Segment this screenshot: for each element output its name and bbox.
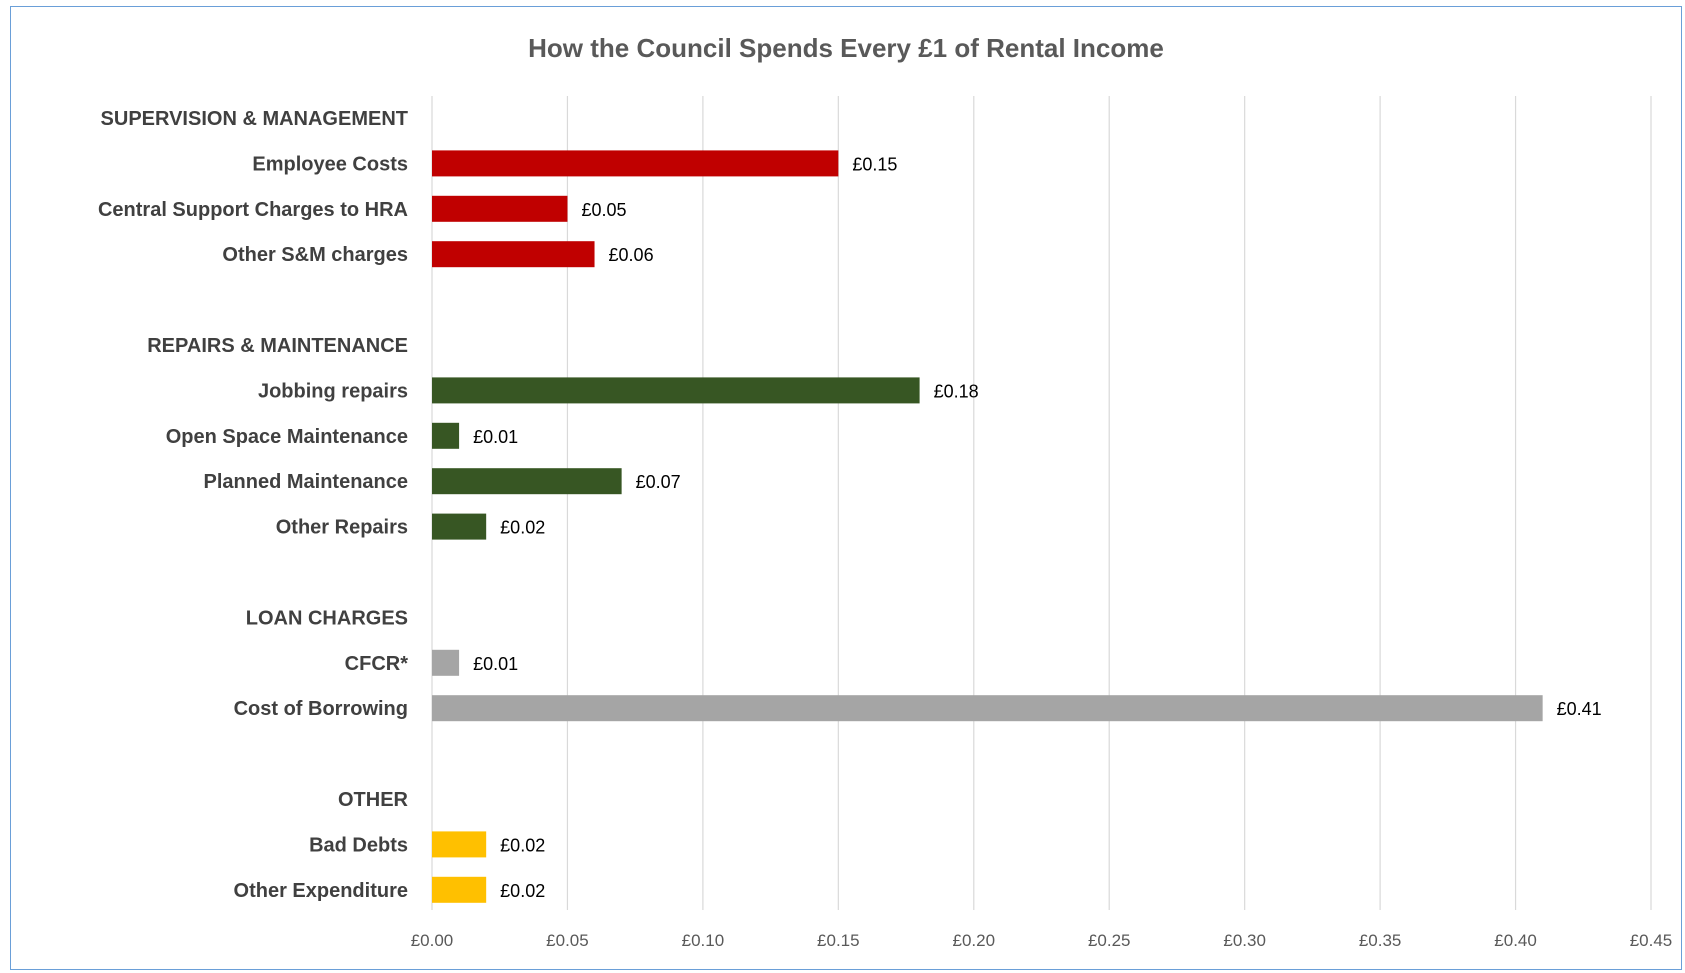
bar <box>432 513 487 540</box>
data-label: £0.15 <box>852 154 897 174</box>
category-label: Other Repairs <box>276 517 408 539</box>
bar <box>432 831 487 858</box>
x-tick-label: £0.35 <box>1359 931 1402 950</box>
bar <box>432 422 460 449</box>
category-label: Planned Maintenance <box>204 471 409 493</box>
x-tick-label: £0.00 <box>411 931 454 950</box>
bar <box>432 649 460 676</box>
group-heading: OTHER <box>338 789 409 811</box>
category-label: Open Space Maintenance <box>166 426 408 448</box>
data-label: £0.02 <box>500 518 545 538</box>
bar <box>432 377 920 404</box>
group-heading: LOAN CHARGES <box>246 607 408 629</box>
data-label: £0.01 <box>473 654 518 674</box>
x-tick-label: £0.15 <box>817 931 860 950</box>
bar <box>432 468 622 495</box>
data-label: £0.05 <box>581 200 626 220</box>
x-tick-label: £0.20 <box>953 931 996 950</box>
category-label: Cost of Borrowing <box>234 698 408 720</box>
x-tick-label: £0.25 <box>1088 931 1131 950</box>
category-label: Other Expenditure <box>234 880 408 902</box>
bar <box>432 241 595 268</box>
chart-frame: How the Council Spends Every £1 of Renta… <box>10 6 1682 970</box>
group-heading: SUPERVISION & MANAGEMENT <box>101 108 408 130</box>
category-label: Jobbing repairs <box>258 380 408 402</box>
x-tick-label: £0.05 <box>546 931 589 950</box>
category-label: Bad Debts <box>309 834 408 856</box>
bar <box>432 695 1543 722</box>
x-tick-label: £0.45 <box>1630 931 1673 950</box>
bar <box>432 876 487 903</box>
chart-title: How the Council Spends Every £1 of Renta… <box>528 33 1164 63</box>
data-label: £0.07 <box>636 472 681 492</box>
x-tick-label: £0.40 <box>1494 931 1537 950</box>
x-tick-label: £0.10 <box>682 931 725 950</box>
data-label: £0.02 <box>500 881 545 901</box>
group-heading: REPAIRS & MAINTENANCE <box>147 335 408 357</box>
data-label: £0.18 <box>934 381 979 401</box>
category-label: Other S&M charges <box>222 244 408 266</box>
data-label: £0.02 <box>500 835 545 855</box>
data-label: £0.41 <box>1557 699 1602 719</box>
category-label: Central Support Charges to HRA <box>98 199 408 221</box>
bar <box>432 195 568 222</box>
category-label: Employee Costs <box>252 153 408 175</box>
category-label: CFCR* <box>345 653 409 675</box>
x-tick-label: £0.30 <box>1223 931 1266 950</box>
bar <box>432 150 839 177</box>
data-label: £0.01 <box>473 427 518 447</box>
data-label: £0.06 <box>609 245 654 265</box>
